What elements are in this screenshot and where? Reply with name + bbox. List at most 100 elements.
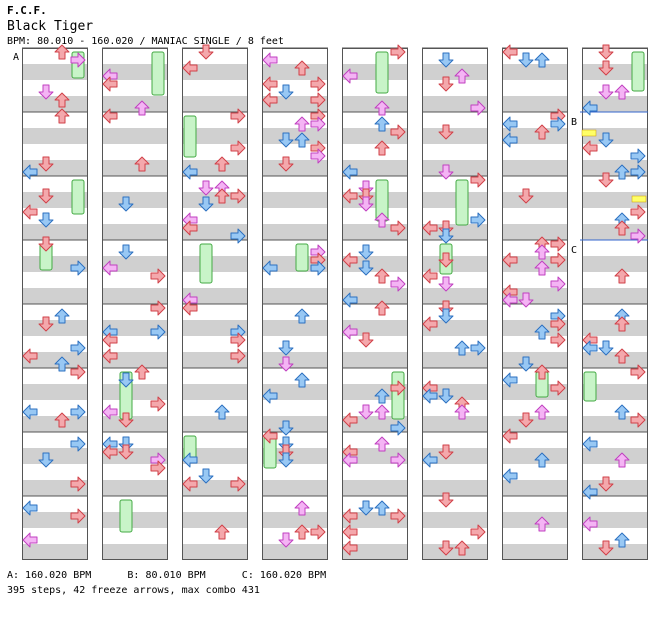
arrow-shape [598, 476, 614, 492]
beat-stripe [262, 544, 328, 560]
arrow-shape [102, 404, 118, 420]
arrow-shape [614, 268, 630, 284]
beat-stripe [262, 480, 328, 496]
up-arrow-icon [54, 108, 70, 124]
column-border [262, 48, 328, 560]
right-arrow-icon [310, 116, 326, 132]
arrow-shape [278, 132, 294, 148]
right-arrow-icon [390, 508, 406, 524]
arrow-shape [310, 148, 326, 164]
arrow-shape [342, 324, 358, 340]
song-title: Black Tiger [7, 19, 94, 34]
arrow-shape [438, 308, 454, 324]
right-arrow-icon [550, 236, 566, 252]
beat-stripe [102, 352, 168, 368]
beat-stripe [342, 352, 408, 368]
freeze-arrow [295, 243, 309, 272]
arrow-shape [54, 356, 70, 372]
left-arrow-icon [582, 436, 598, 452]
arrow-shape [390, 124, 406, 140]
arrow-shape [22, 500, 38, 516]
arrow-shape [150, 396, 166, 412]
arrow-shape [38, 236, 54, 252]
arrow-shape [550, 252, 566, 268]
down-arrow-icon [38, 212, 54, 228]
right-arrow-icon [230, 332, 246, 348]
beat-stripe [262, 320, 328, 336]
arrow-shape [534, 124, 550, 140]
arrow-shape [438, 228, 454, 244]
column-border [422, 48, 488, 560]
arrow-shape [342, 508, 358, 524]
arrow-shape [470, 212, 486, 228]
left-arrow-icon [342, 508, 358, 524]
up-arrow-icon [534, 260, 550, 276]
arrow-shape [422, 268, 438, 284]
left-arrow-icon [342, 164, 358, 180]
down-arrow-icon [198, 468, 214, 484]
arrow-shape [502, 468, 518, 484]
arrow-shape [262, 92, 278, 108]
arrow-shape [150, 324, 166, 340]
left-arrow-icon [422, 388, 438, 404]
arrow-shape [438, 164, 454, 180]
arrow-shape [182, 220, 198, 236]
beat-stripe [422, 192, 488, 208]
freeze-arrow [119, 499, 133, 533]
right-arrow-icon [310, 148, 326, 164]
arrow-shape [550, 380, 566, 396]
arrow-shape [102, 348, 118, 364]
right-arrow-icon [550, 380, 566, 396]
arrow-shape [614, 164, 630, 180]
arrow-shape [502, 116, 518, 132]
arrow-shape [342, 164, 358, 180]
right-arrow-icon [70, 404, 86, 420]
right-arrow-icon [150, 324, 166, 340]
arrow-shape [534, 364, 550, 380]
up-arrow-icon [54, 412, 70, 428]
left-arrow-icon [342, 252, 358, 268]
freeze-arrow [375, 51, 389, 94]
arrow-shape [118, 444, 134, 460]
arrow-shape [38, 156, 54, 172]
right-arrow-icon [70, 260, 86, 276]
beat-stripe [342, 320, 408, 336]
gap-marker [581, 129, 597, 137]
left-arrow-icon [502, 116, 518, 132]
up-arrow-icon [534, 404, 550, 420]
arrow-shape [422, 380, 438, 396]
arrow-shape [582, 436, 598, 452]
right-arrow-icon [70, 508, 86, 524]
down-arrow-icon [118, 196, 134, 212]
arrow-shape [230, 188, 246, 204]
arrow-shape [614, 316, 630, 332]
arrow-shape [118, 244, 134, 260]
right-arrow-icon [390, 276, 406, 292]
down-arrow-icon [598, 60, 614, 76]
arrow-shape [294, 372, 310, 388]
left-arrow-icon [262, 388, 278, 404]
left-arrow-icon [102, 444, 118, 460]
chart-info: BPM: 80.010 - 160.020 / MANIAC SINGLE / … [7, 36, 284, 47]
up-arrow-icon [294, 308, 310, 324]
right-arrow-icon [390, 220, 406, 236]
right-arrow-icon [150, 460, 166, 476]
up-arrow-icon [294, 132, 310, 148]
beat-stripe [102, 480, 168, 496]
arrow-shape [294, 524, 310, 540]
up-arrow-icon [614, 348, 630, 364]
arrow-shape [102, 260, 118, 276]
left-arrow-icon [502, 372, 518, 388]
left-arrow-icon [342, 68, 358, 84]
up-arrow-icon [534, 516, 550, 532]
up-arrow-icon [214, 188, 230, 204]
arrow-shape [342, 68, 358, 84]
beat-stripe [102, 96, 168, 112]
right-arrow-icon [310, 524, 326, 540]
arrow-shape [502, 292, 518, 308]
arrow-shape [262, 428, 278, 444]
right-arrow-icon [390, 420, 406, 436]
left-arrow-icon [502, 44, 518, 60]
arrow-shape [230, 228, 246, 244]
beat-stripe [502, 64, 568, 80]
